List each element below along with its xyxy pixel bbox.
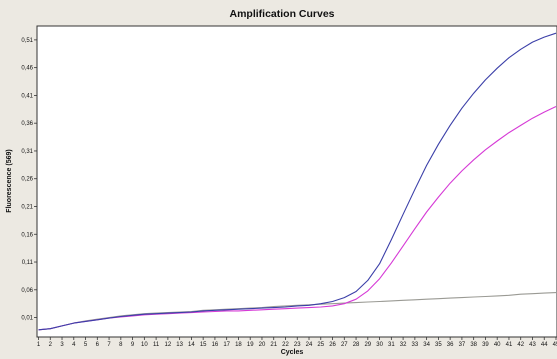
x-tick-label: 20	[259, 342, 266, 348]
x-tick-label: 21	[270, 342, 277, 348]
x-tick-label: 23	[294, 342, 301, 348]
x-tick-label: 12	[165, 342, 172, 348]
y-tick-label: 0,31	[21, 149, 33, 155]
x-tick-label: 26	[329, 342, 336, 348]
x-tick-label: 34	[423, 342, 430, 348]
x-tick-label: 5	[84, 342, 88, 348]
y-axis-label: Fluorescence (569)	[6, 149, 13, 212]
x-tick-label: 25	[317, 342, 324, 348]
x-tick-label: 6	[96, 342, 100, 348]
x-axis-label: Cycles	[281, 349, 304, 356]
x-tick-label: 22	[282, 342, 289, 348]
x-tick-label: 44	[541, 342, 548, 348]
x-tick-label: 28	[353, 342, 360, 348]
x-tick-label: 40	[494, 342, 501, 348]
series-line-3	[38, 292, 557, 331]
x-tick-label: 11	[153, 342, 160, 348]
x-tick-label: 14	[188, 342, 195, 348]
x-tick-label: 39	[482, 342, 489, 348]
x-tick-label: 2	[49, 342, 53, 348]
x-tick-label: 16	[212, 342, 219, 348]
y-tick-label: 0,16	[21, 232, 33, 238]
y-tick-label: 0,36	[21, 121, 33, 127]
x-tick-label: 7	[107, 342, 111, 348]
y-tick-label: 0,46	[21, 66, 33, 72]
x-tick-label: 4	[72, 342, 76, 348]
x-tick-label: 10	[141, 342, 148, 348]
x-tick-label: 3	[60, 342, 64, 348]
x-tick-label: 17	[223, 342, 230, 348]
x-tick-label: 27	[341, 342, 348, 348]
x-tick-label: 29	[364, 342, 371, 348]
x-tick-label: 36	[447, 342, 454, 348]
x-tick-label: 43	[529, 342, 536, 348]
x-tick-label: 33	[412, 342, 419, 348]
x-tick-label: 18	[235, 342, 242, 348]
x-tick-label: 13	[176, 342, 183, 348]
y-tick-label: 0,41	[21, 93, 33, 99]
y-tick-label: 0,01	[21, 316, 33, 322]
x-tick-label: 15	[200, 342, 207, 348]
x-tick-label: 41	[506, 342, 513, 348]
y-tick-label: 0,06	[21, 288, 33, 294]
x-tick-label: 8	[119, 342, 123, 348]
x-tick-label: 19	[247, 342, 254, 348]
y-tick-label: 0,26	[21, 177, 33, 183]
series-group	[38, 32, 557, 331]
chart-title: Amplification Curves	[229, 8, 334, 20]
x-tick-label: 31	[388, 342, 395, 348]
y-tick-label: 0,21	[21, 204, 33, 210]
x-tick-label: 35	[435, 342, 442, 348]
x-tick-label: 38	[470, 342, 477, 348]
x-tick-label: 32	[400, 342, 407, 348]
series-line-1	[38, 32, 557, 331]
plot-area	[36, 25, 557, 338]
x-tick-label: 24	[306, 342, 313, 348]
y-tick-label: 0,51	[21, 38, 33, 44]
x-axis-ticks: 1 2 3 4 5 6 7 8 9 10 11 12 13 14 15 16 17 18 19 20 21 22 23 24 2…	[37, 337, 557, 348]
x-tick-label: 45	[553, 342, 557, 348]
x-tick-label: 37	[459, 342, 466, 348]
x-tick-label: 30	[376, 342, 383, 348]
x-tick-label: 42	[517, 342, 524, 348]
y-tick-label: 0,11	[22, 260, 34, 266]
y-axis-ticks: 0,01 0,06 0,11 0,16 0,21 0,26 0,31 0,36 0,41 0,46…	[21, 38, 37, 322]
x-tick-label: 1	[37, 342, 41, 348]
x-tick-label: 9	[131, 342, 135, 348]
